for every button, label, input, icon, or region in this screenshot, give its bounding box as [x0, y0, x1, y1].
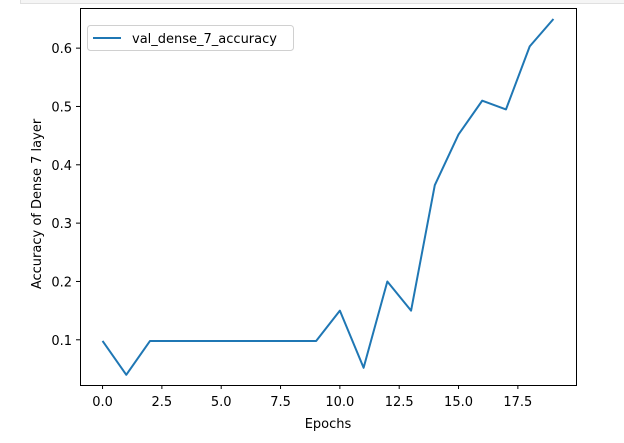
x-tick-label: 10.0 [325, 395, 354, 410]
x-tick-label: 5.0 [211, 395, 232, 410]
top-strip [20, 0, 624, 4]
x-tick-label: 17.5 [503, 395, 532, 410]
plot-area [80, 8, 577, 386]
x-tick-label: 7.5 [270, 395, 291, 410]
legend: val_dense_7_accuracy [87, 25, 294, 51]
x-tick-label: 15.0 [444, 395, 473, 410]
x-tick-label: 2.5 [152, 395, 173, 410]
legend-box [87, 25, 294, 51]
y-axis-label: Accuracy of Dense 7 layer [30, 118, 45, 289]
x-tick-label: 0.0 [92, 395, 113, 410]
y-tick-label: 0.2 [51, 275, 72, 290]
y-axis-ticks: 0.1 0.2 0.3 0.4 0.5 0.6 [51, 42, 80, 349]
y-tick-label: 0.1 [51, 334, 72, 349]
y-tick-label: 0.6 [51, 42, 72, 57]
y-tick-label: 0.4 [51, 159, 72, 174]
x-axis-label: Epochs [305, 417, 352, 432]
y-tick-label: 0.5 [51, 100, 72, 115]
x-tick-label: 12.5 [385, 395, 414, 410]
legend-label: val_dense_7_accuracy [132, 32, 277, 47]
series-line [101, 18, 555, 376]
y-tick-label: 0.3 [51, 217, 72, 232]
series-layer [101, 18, 555, 376]
x-axis-ticks: 0.0 2.5 5.0 7.5 10.0 12.5 15.0 17.5 [92, 385, 532, 410]
